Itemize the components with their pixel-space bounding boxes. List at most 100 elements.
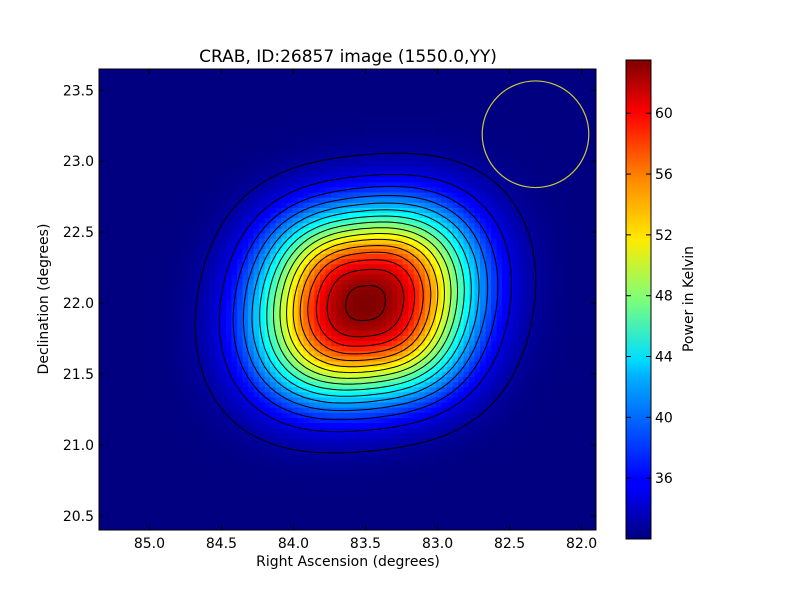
heatmap-cell <box>551 253 558 260</box>
heatmap-cell <box>104 340 111 347</box>
heatmap-cell <box>286 330 293 336</box>
heatmap-cell <box>237 396 244 403</box>
heatmap-cell <box>308 401 315 408</box>
heatmap-cell <box>132 345 139 352</box>
heatmap-cell <box>314 243 321 249</box>
heatmap-cell <box>430 442 437 449</box>
heatmap-cell <box>391 366 398 372</box>
heatmap-cell <box>259 299 266 306</box>
heatmap-cell <box>524 468 531 475</box>
heatmap-cell <box>397 453 404 459</box>
heatmap-cell <box>209 463 216 470</box>
heatmap-cell <box>165 396 172 403</box>
heatmap-cell <box>336 494 343 500</box>
heatmap-cell <box>524 499 531 505</box>
heatmap-cell <box>441 268 448 275</box>
heatmap-cell <box>165 514 172 521</box>
heatmap-cell <box>435 494 442 500</box>
heatmap-cell <box>143 340 150 347</box>
heatmap-cell <box>353 371 360 377</box>
heatmap-cell <box>99 360 106 367</box>
heatmap-cell <box>402 494 409 500</box>
heatmap-cell <box>187 412 194 418</box>
heatmap-cell <box>115 401 122 408</box>
heatmap-cell <box>408 489 415 495</box>
heatmap-cell <box>104 524 111 530</box>
heatmap-cell <box>165 253 172 260</box>
heatmap-cell <box>281 453 288 459</box>
heatmap-cell <box>336 504 343 511</box>
heatmap-cell <box>198 458 205 465</box>
heatmap-cell <box>330 412 338 418</box>
heatmap-cell <box>275 437 282 444</box>
heatmap-cell <box>308 253 315 260</box>
heatmap-cell <box>170 335 177 342</box>
heatmap-cell <box>209 258 216 265</box>
heatmap-cell <box>551 437 558 444</box>
heatmap-cell <box>292 273 299 280</box>
heatmap-cell <box>535 350 542 357</box>
heatmap-cell <box>165 407 172 413</box>
heatmap-cell <box>584 442 592 449</box>
heatmap-cell <box>314 478 321 485</box>
heatmap-cell <box>176 453 183 459</box>
heatmap-cell <box>551 396 558 403</box>
heatmap-cell <box>286 360 293 367</box>
heatmap-cell <box>480 391 487 398</box>
heatmap-cell <box>264 422 271 429</box>
heatmap-cell <box>132 427 139 434</box>
heatmap-cell <box>203 330 211 336</box>
heatmap-cell <box>281 396 288 403</box>
heatmap-cell <box>220 391 227 398</box>
heatmap-cell <box>491 489 498 495</box>
heatmap-cell <box>584 391 592 398</box>
heatmap-cell <box>502 345 509 352</box>
heatmap-cell <box>303 366 310 372</box>
heatmap-cell <box>181 422 188 429</box>
heatmap-cell <box>170 325 177 331</box>
heatmap-cell <box>203 504 211 511</box>
heatmap-cell <box>562 340 569 347</box>
heatmap-cell <box>143 478 150 485</box>
heatmap-cell <box>358 483 365 490</box>
heatmap-cell <box>248 273 255 280</box>
heatmap-cell <box>248 514 255 521</box>
heatmap-cell <box>192 345 199 352</box>
heatmap-cell <box>325 463 332 470</box>
heatmap-cell <box>529 299 536 306</box>
heatmap-cell <box>148 509 155 516</box>
heatmap-cell <box>231 258 238 265</box>
heatmap-cell <box>413 330 420 336</box>
heatmap-cell <box>259 458 266 465</box>
heatmap-cell <box>264 263 271 270</box>
heatmap-cell <box>253 407 260 413</box>
heatmap-cell <box>292 335 299 342</box>
heatmap-cell <box>154 314 161 321</box>
heatmap-cell <box>308 524 315 530</box>
heatmap-cell <box>170 519 177 526</box>
heatmap-cell <box>413 453 420 459</box>
heatmap-cell <box>286 355 293 362</box>
heatmap-cell <box>237 422 244 429</box>
heatmap-cell <box>259 504 266 511</box>
heatmap-cell <box>214 258 222 265</box>
heatmap-cell <box>457 386 465 393</box>
heatmap-cell <box>209 401 216 408</box>
heatmap-cell <box>170 437 177 444</box>
heatmap-cell <box>121 396 128 403</box>
heatmap-cell <box>524 294 531 301</box>
heatmap-cell <box>551 381 558 388</box>
heatmap-cell <box>485 504 492 511</box>
heatmap-cell <box>126 504 133 511</box>
heatmap-cell <box>441 350 448 357</box>
heatmap-cell <box>551 366 558 372</box>
heatmap-cell <box>491 284 498 290</box>
heatmap-cell <box>480 432 487 439</box>
heatmap-cell <box>468 391 476 398</box>
heatmap-cell <box>562 396 569 403</box>
heatmap-cell <box>253 396 260 403</box>
heatmap-cell <box>540 401 547 408</box>
heatmap-cell <box>303 453 310 459</box>
heatmap-cell <box>573 483 581 490</box>
heatmap-cell <box>319 294 327 301</box>
